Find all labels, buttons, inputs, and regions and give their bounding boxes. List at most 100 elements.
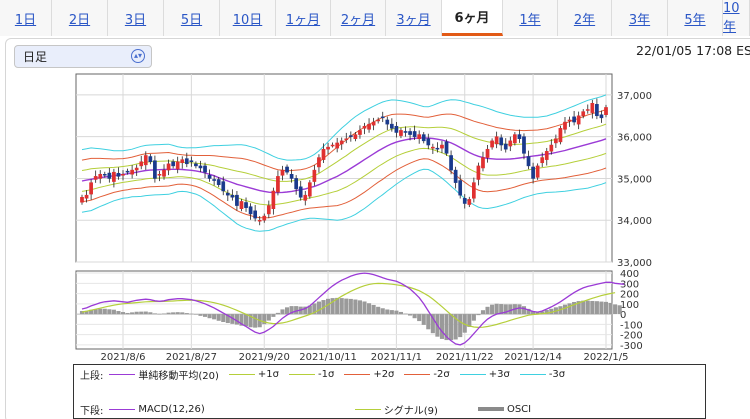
osci-bar (403, 313, 408, 315)
candle-body (494, 136, 499, 145)
candle-body (431, 146, 435, 149)
tab-6[interactable]: 2ヶ月 (331, 0, 386, 36)
osci-bar (98, 308, 103, 315)
candle-body (280, 169, 285, 176)
tab-5[interactable]: 1ヶ月 (276, 0, 331, 36)
candle-body (93, 176, 98, 180)
period-tab-bar: 1日 2日 3日 5日 10日 1ヶ月 2ヶ月 3ヶ月 6ヶ月 1年 2年 3年 5年 10年 (0, 0, 750, 36)
y-tick-label: 37,000 (617, 91, 652, 102)
candle-body (84, 194, 89, 199)
candle-body (171, 161, 175, 167)
osci-bar (175, 312, 180, 315)
candle-body (453, 169, 458, 183)
candle-body (535, 165, 540, 178)
osci-bar (157, 313, 162, 315)
osci-bar (330, 298, 335, 315)
candle-body (531, 166, 535, 179)
osci-bar (398, 311, 404, 315)
candle-body (289, 174, 294, 179)
osci-bar (458, 314, 463, 338)
candle-body (125, 170, 130, 173)
osci-bar (444, 314, 449, 341)
osci-bar (362, 301, 367, 315)
y-tick-label: 35,000 (617, 174, 652, 185)
period-select[interactable]: 日足 ▴▾ (14, 45, 152, 68)
tab-11[interactable]: 3年 (612, 0, 668, 36)
candle-body (585, 109, 590, 111)
osci-bar (344, 298, 349, 315)
osci-bar (521, 306, 527, 315)
osci-bar (266, 314, 271, 321)
candle-body (563, 121, 567, 130)
x-tick-label: 2022/1/5 (584, 352, 629, 363)
candle-body (421, 134, 426, 142)
osci-bar (102, 308, 107, 315)
candle-body (604, 107, 608, 115)
osci-bar (84, 310, 89, 315)
osci-bar (262, 314, 267, 325)
candle-body (189, 160, 194, 162)
candle-body (312, 169, 317, 182)
candle-body (80, 196, 84, 203)
y-tick-label: 400 (620, 269, 639, 280)
osci-bar (166, 312, 171, 315)
candle-body (184, 158, 189, 165)
legend-item: +3σ (459, 369, 510, 380)
candle-body (166, 163, 171, 171)
candle-body (98, 174, 103, 179)
candle-body (417, 134, 422, 140)
osci-bar (303, 306, 308, 315)
osci-bar (316, 301, 321, 315)
tab-2[interactable]: 3日 (108, 0, 164, 36)
timestamp: 22/01/05 17:08 ES (636, 43, 750, 58)
tab-4[interactable]: 10日 (220, 0, 276, 36)
tab-13[interactable]: 10年 (723, 0, 750, 36)
candle-body (212, 179, 216, 181)
osci-bar (603, 301, 609, 315)
osci-bar (476, 314, 481, 316)
candle-body (462, 198, 467, 204)
tab-1[interactable]: 2日 (52, 0, 108, 36)
candle-body (235, 194, 239, 206)
y-tick-label: 0 (620, 310, 626, 321)
candle-body (143, 155, 148, 166)
chevron-updown-icon: ▴▾ (131, 49, 145, 63)
candle-body (225, 192, 230, 196)
osci-bar (125, 312, 130, 315)
candle-body (353, 134, 358, 140)
candle-body (567, 119, 572, 122)
candle-body (262, 215, 267, 221)
candle-body (162, 169, 166, 177)
legend-item: -1σ (289, 369, 334, 380)
osci-bar (408, 314, 413, 316)
candle-body (399, 130, 403, 136)
osci-bar (253, 314, 258, 328)
candle-body (102, 174, 107, 176)
tab-10[interactable]: 2年 (558, 0, 612, 36)
candle-body (513, 134, 517, 144)
candle-body (572, 116, 576, 123)
bollinger-band-line (81, 123, 607, 182)
x-tick-label: 2021/12/14 (504, 352, 562, 363)
osci-bar (107, 309, 112, 315)
osci-bar (230, 314, 235, 324)
tab-3[interactable]: 5日 (164, 0, 220, 36)
tab-12[interactable]: 5年 (668, 0, 723, 36)
tab-9[interactable]: 1年 (503, 0, 558, 36)
osci-bar (576, 301, 581, 315)
tab-8[interactable]: 6ヶ月 (442, 0, 503, 36)
osci-bar (143, 311, 148, 315)
osci-bar (339, 298, 344, 315)
candle-body (522, 136, 526, 154)
osci-bar (243, 314, 249, 327)
candle-body (148, 156, 153, 162)
candle-body (239, 201, 244, 209)
tab-7[interactable]: 3ヶ月 (386, 0, 442, 36)
candle-body (481, 157, 485, 169)
tab-0[interactable]: 1日 (0, 0, 52, 36)
legend-swatch (519, 373, 546, 375)
candle-body (595, 104, 599, 117)
upper-plot-frame (75, 73, 613, 263)
osci-bar (417, 314, 422, 322)
candle-body (590, 102, 595, 113)
